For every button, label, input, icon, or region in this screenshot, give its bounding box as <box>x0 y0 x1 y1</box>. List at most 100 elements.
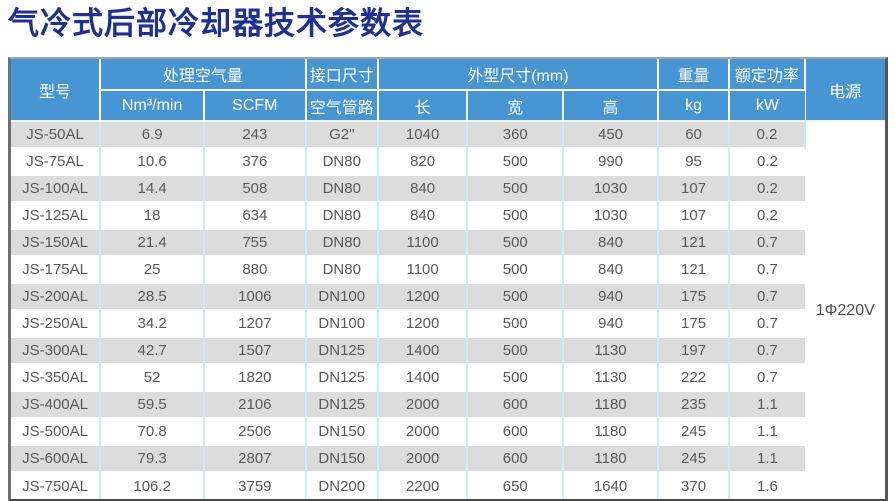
cell-scfm: 880 <box>204 255 307 283</box>
cell-scfm: 1507 <box>204 336 307 364</box>
cell-air-pipe: DN80 <box>305 174 380 202</box>
table-row: JS-750AL 106.2 3759 DN200 2200 650 1640 370 1.6 <box>11 471 885 499</box>
cell-power-kw: 0.2 <box>729 147 805 175</box>
header-air-pipe: 空气管路 <box>305 90 380 121</box>
cell-scfm: 2506 <box>204 417 307 445</box>
cell-width: 600 <box>467 444 565 472</box>
cell-length: 2200 <box>378 471 469 499</box>
cell-air-pipe: DN100 <box>305 309 380 337</box>
cell-weight-kg: 175 <box>657 282 731 310</box>
cell-power-kw: 0.7 <box>729 255 805 283</box>
header-interface-size: 接口尺寸 <box>305 59 380 91</box>
header-model: 型号 <box>11 59 102 121</box>
cell-air-pipe: DN150 <box>305 417 380 445</box>
cell-length: 1100 <box>378 255 469 283</box>
cell-power-kw: 0.2 <box>729 201 805 229</box>
cell-weight-kg: 197 <box>657 336 731 364</box>
cell-weight-kg: 245 <box>657 417 731 445</box>
cell-length: 2000 <box>378 444 469 472</box>
cell-height: 1130 <box>563 336 659 364</box>
cell-width: 500 <box>467 309 565 337</box>
cell-air-pipe: DN80 <box>305 255 380 283</box>
header-unit-nm3: Nm³/min <box>100 90 206 121</box>
cell-power-kw: 0.2 <box>729 120 806 148</box>
cell-length: 820 <box>378 147 469 175</box>
table-row: JS-350AL 52 1820 DN125 1400 500 1130 222 0.7 <box>11 363 885 391</box>
cell-weight-kg: 121 <box>657 228 731 256</box>
header-unit-scfm: SCFM <box>204 90 307 121</box>
cell-height: 1030 <box>563 174 659 202</box>
page-title: 气冷式后部冷却器技术参数表 <box>8 6 424 41</box>
table-row: JS-150AL 21.4 755 DN80 1100 500 840 121 0.7 <box>11 228 885 256</box>
cell-nm3-per-min: 6.9 <box>100 120 206 148</box>
cell-scfm: 1820 <box>204 363 307 391</box>
header-height: 高 <box>563 90 659 121</box>
cell-model: JS-75AL <box>11 147 102 175</box>
header-weight: 重量 <box>657 59 731 91</box>
cell-power-kw: 0.7 <box>729 309 805 337</box>
cell-height: 1640 <box>563 471 659 499</box>
cell-air-pipe: DN125 <box>305 336 380 364</box>
cell-height: 1180 <box>563 417 659 445</box>
cell-air-pipe: DN100 <box>305 282 380 310</box>
spec-table-container: 型号 处理空气量 接口尺寸 外型尺寸(mm) 重量 额定功率 电源 Nm³/mi… <box>8 57 888 501</box>
table-header: 型号 处理空气量 接口尺寸 外型尺寸(mm) 重量 额定功率 电源 Nm³/mi… <box>11 59 885 121</box>
cell-width: 600 <box>467 390 565 418</box>
table-row: JS-50AL 6.9 243 G2" 1040 360 450 60 0.2 1Φ220V <box>11 120 885 499</box>
cell-air-pipe: DN125 <box>305 363 380 391</box>
cell-length: 1200 <box>378 282 469 310</box>
header-length: 长 <box>378 90 469 121</box>
cell-scfm: 508 <box>204 174 307 202</box>
cell-power-kw: 0.2 <box>729 174 805 202</box>
header-power-supply: 电源 <box>804 59 885 121</box>
cell-height: 1180 <box>563 444 659 472</box>
cell-nm3-per-min: 42.7 <box>100 336 206 364</box>
spec-table: 型号 处理空气量 接口尺寸 外型尺寸(mm) 重量 额定功率 电源 Nm³/mi… <box>11 59 885 499</box>
cell-model: JS-100AL <box>11 174 102 202</box>
header-unit-kw: kW <box>729 90 805 121</box>
cell-height: 1180 <box>563 390 659 418</box>
cell-weight-kg: 95 <box>657 147 731 175</box>
cell-model: JS-50AL <box>11 120 102 148</box>
cell-power-supply: 1Φ220V <box>804 120 885 499</box>
cell-air-pipe: G2" <box>305 120 380 148</box>
cell-width: 500 <box>467 255 565 283</box>
cell-length: 1040 <box>378 120 469 148</box>
cell-weight-kg: 107 <box>657 201 731 229</box>
cell-height: 990 <box>563 147 659 175</box>
cell-scfm: 1006 <box>204 282 307 310</box>
cell-power-kw: 1.1 <box>729 417 805 445</box>
cell-nm3-per-min: 70.8 <box>100 417 206 445</box>
cell-weight-kg: 121 <box>657 255 731 283</box>
cell-width: 500 <box>467 147 565 175</box>
cell-air-pipe: DN80 <box>305 228 380 256</box>
cell-width: 500 <box>467 363 565 391</box>
cell-nm3-per-min: 106.2 <box>100 471 206 499</box>
cell-power-kw: 0.7 <box>729 282 805 310</box>
cell-length: 2000 <box>378 417 469 445</box>
cell-weight-kg: 370 <box>657 471 731 499</box>
table-row: JS-300AL 42.7 1507 DN125 1400 500 1130 197 0.7 <box>11 336 885 364</box>
cell-model: JS-300AL <box>11 336 102 364</box>
table-row: JS-500AL 70.8 2506 DN150 2000 600 1180 245 1.1 <box>11 417 885 445</box>
cell-nm3-per-min: 79.3 <box>100 444 206 472</box>
cell-width: 650 <box>467 471 565 499</box>
header-rated-power: 额定功率 <box>729 59 806 91</box>
cell-model: JS-750AL <box>11 471 102 499</box>
table-row: JS-200AL 28.5 1006 DN100 1200 500 940 175 0.7 <box>11 282 885 310</box>
cell-nm3-per-min: 25 <box>100 255 206 283</box>
cell-height: 840 <box>563 228 659 256</box>
cell-nm3-per-min: 28.5 <box>100 282 206 310</box>
cell-height: 940 <box>563 282 659 310</box>
cell-weight-kg: 235 <box>657 390 731 418</box>
cell-width: 500 <box>467 336 565 364</box>
cell-scfm: 243 <box>204 120 307 148</box>
cell-length: 1400 <box>378 363 469 391</box>
table-row: JS-400AL 59.5 2106 DN125 2000 600 1180 235 1.1 <box>11 390 885 418</box>
cell-power-kw: 1.6 <box>729 471 805 499</box>
cell-scfm: 755 <box>204 228 307 256</box>
cell-length: 840 <box>378 174 469 202</box>
table-row: JS-125AL 18 634 DN80 840 500 1030 107 0.2 <box>11 201 885 229</box>
cell-model: JS-400AL <box>11 390 102 418</box>
cell-weight-kg: 222 <box>657 363 731 391</box>
